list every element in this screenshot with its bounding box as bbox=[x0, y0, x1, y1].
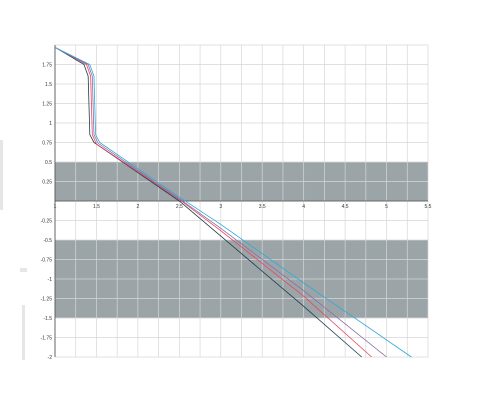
y-tick-label: -1.25 bbox=[41, 296, 53, 302]
y-tick-label: -2 bbox=[48, 355, 53, 361]
left-edge-mark-lower bbox=[22, 305, 25, 360]
series-line-3 bbox=[54, 46, 387, 358]
series-line-2 bbox=[54, 46, 372, 358]
y-tick-label: -0.5 bbox=[43, 238, 52, 244]
y-tick-label: -0.25 bbox=[41, 218, 53, 224]
x-tick-label: 1 bbox=[54, 204, 57, 210]
y-tick-label: -1 bbox=[48, 277, 53, 283]
y-tick-label: 1.75 bbox=[42, 62, 52, 68]
x-tick-label: 5 bbox=[385, 204, 388, 210]
y-tick-label: -0.75 bbox=[41, 257, 53, 263]
series-layer bbox=[54, 46, 412, 358]
series-line-4 bbox=[54, 46, 412, 358]
y-tick-label: 1 bbox=[49, 121, 52, 127]
x-tick-label: 3 bbox=[219, 204, 222, 210]
y-tick-label: 0.5 bbox=[45, 160, 52, 166]
y-tick-label: 0.25 bbox=[42, 179, 52, 185]
y-tick-label: -1.75 bbox=[41, 335, 53, 341]
x-tick-label: 1.5 bbox=[93, 204, 100, 210]
y-tick-layer: 1.75 1.5 1.25 1 0.75 0.5 0.25 -0.25 -0.5 -0.75 -1 -… bbox=[41, 62, 53, 361]
y-tick-label: 1.5 bbox=[45, 82, 52, 88]
series-line-1 bbox=[54, 46, 362, 358]
x-tick-label: 4.5 bbox=[342, 204, 349, 210]
y-tick-label: 1.25 bbox=[42, 101, 52, 107]
left-edge-mark-upper bbox=[0, 140, 3, 210]
x-tick-label: 4 bbox=[302, 204, 305, 210]
x-tick-layer: 1 1.5 2 2.5 3 3.5 4 4.5 5 5.5 bbox=[54, 204, 432, 210]
left-edge-mark-middle bbox=[20, 268, 27, 272]
x-tick-label: 5.5 bbox=[425, 204, 432, 210]
x-tick-label: 2 bbox=[136, 204, 139, 210]
axis-layer bbox=[54, 45, 428, 357]
y-tick-label: 0.75 bbox=[42, 140, 52, 146]
x-tick-label: 2.5 bbox=[176, 204, 183, 210]
x-tick-label: 3.5 bbox=[259, 204, 266, 210]
y-tick-label: -1.5 bbox=[43, 316, 52, 322]
